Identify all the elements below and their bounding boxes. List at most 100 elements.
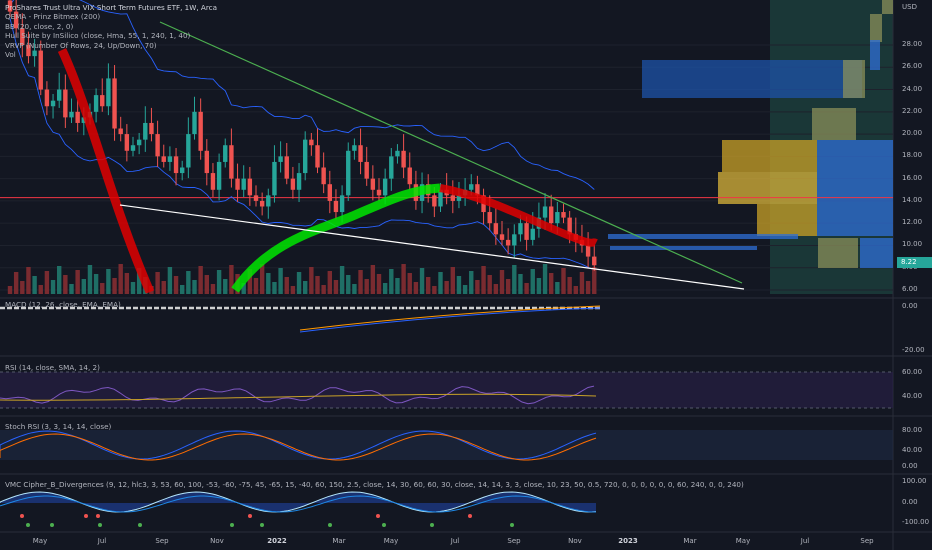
candle-body xyxy=(253,195,259,201)
volume-bar xyxy=(579,272,585,294)
indicator-qema[interactable]: QEMA - Prinz Bitmex (200) xyxy=(5,12,101,22)
candle-body xyxy=(112,78,117,129)
indicator-bb[interactable]: BB (20, close, 2, 0) xyxy=(5,21,74,31)
candle-body xyxy=(339,195,345,213)
candle-body xyxy=(272,161,277,196)
indicator-hull[interactable]: Hull Suite by InSilico (close, Hma, 55, … xyxy=(5,31,191,41)
candle-body xyxy=(321,167,326,185)
time-tick: Sep xyxy=(507,537,521,545)
time-tick: Mar xyxy=(683,537,697,545)
volume-bar xyxy=(438,272,443,294)
candle-body xyxy=(44,89,50,107)
volume-bar xyxy=(7,286,13,294)
volume-bar xyxy=(112,278,117,294)
volume-profile-bar xyxy=(817,172,893,204)
volume-bar xyxy=(253,278,259,294)
indicator-vrvp[interactable]: VRVP (Number Of Rows, 24, Up/Down, 70) xyxy=(5,40,157,50)
volume-bar xyxy=(38,285,43,294)
candle-body xyxy=(247,178,253,196)
candle-body xyxy=(358,145,363,162)
price-tick: 26.00 xyxy=(902,62,923,71)
price-tick: 24.00 xyxy=(902,84,923,93)
candle-body xyxy=(382,178,388,196)
stoch-d xyxy=(0,433,597,461)
candle-body xyxy=(567,217,572,235)
volume-profile-bar xyxy=(812,108,856,140)
candle-body xyxy=(309,139,314,146)
volume-profile-bar xyxy=(843,60,865,98)
volume-bar xyxy=(315,276,320,294)
chart-legend: ProShares Trust Ultra VIX Short Term Fut… xyxy=(5,3,217,59)
candle-body xyxy=(407,167,412,185)
volume-profile-bar xyxy=(860,238,893,268)
volume-bar xyxy=(358,270,363,294)
candle-body xyxy=(167,156,173,162)
candle-body xyxy=(69,111,74,118)
volume-bar xyxy=(573,286,578,294)
stoch-pane-label[interactable]: Stoch RSI (3, 3, 14, 14, close) xyxy=(5,422,112,431)
candle-body xyxy=(389,156,394,179)
time-tick: May xyxy=(383,537,399,545)
candle-body xyxy=(259,200,265,207)
volume-bar xyxy=(26,267,31,294)
volume-bar xyxy=(561,268,566,294)
volume-bar xyxy=(192,280,197,294)
candle-body xyxy=(487,212,492,224)
volume-profile-bar xyxy=(882,0,893,14)
vmc-wave-fill xyxy=(0,492,596,512)
vmc-buy-dot xyxy=(230,523,234,527)
candle-body xyxy=(296,173,302,190)
vmc-sell-dot xyxy=(376,514,380,518)
volume-bar xyxy=(432,286,437,294)
candle-body xyxy=(438,189,443,207)
price-tick: 28.00 xyxy=(902,40,923,48)
candle-body xyxy=(75,111,80,123)
candle-body xyxy=(266,195,271,207)
time-tick: 2022 xyxy=(267,537,287,545)
volume-bar xyxy=(75,270,80,294)
candle-body xyxy=(235,178,240,190)
rsi-pane-label[interactable]: RSI (14, close, SMA, 14, 2) xyxy=(5,363,100,372)
candle-body xyxy=(542,206,548,218)
vmc-sell-dot xyxy=(84,514,88,518)
volume-profile-bar xyxy=(718,172,817,204)
price-tick: 14.00 xyxy=(902,195,923,204)
volume-bar xyxy=(204,275,209,294)
indicator-vol[interactable]: Vol xyxy=(5,50,16,60)
volume-bar xyxy=(382,283,388,294)
time-tick: May xyxy=(735,537,751,545)
rsi-band xyxy=(0,372,893,408)
rsi-tick: 40.00 xyxy=(902,392,923,400)
candle-body xyxy=(303,139,308,174)
hull-down-segment xyxy=(57,48,155,294)
vmc-pane-label[interactable]: VMC Cipher_B_Divergences (9, 12, hlc3, 3… xyxy=(5,480,744,489)
volume-profile-bar xyxy=(817,204,893,236)
volume-bar xyxy=(333,280,339,294)
volume-bar xyxy=(401,264,406,294)
stoch-tick: 80.00 xyxy=(902,426,923,434)
candle-body xyxy=(530,228,535,240)
vmc-wave-2 xyxy=(0,495,597,513)
macd-line xyxy=(299,307,601,333)
candle-body xyxy=(7,0,13,12)
volume-bar xyxy=(444,281,449,294)
vmc-buy-dot xyxy=(382,523,386,527)
bb-lower-band xyxy=(9,18,595,271)
macd-pane-label[interactable]: MACD (12, 26, close, EMA, EMA) xyxy=(5,300,121,309)
vmc-tick: -100.00 xyxy=(902,518,930,526)
volume-bar xyxy=(592,267,597,294)
volume-bar xyxy=(419,268,425,294)
volume-bar xyxy=(413,282,419,294)
volume-bar xyxy=(567,277,572,294)
volume-bar xyxy=(173,276,179,294)
rsi-ma-line xyxy=(0,393,597,401)
volume-profile-bar xyxy=(610,246,757,250)
candle-body xyxy=(346,150,351,196)
candle-body xyxy=(278,156,283,162)
candle-body xyxy=(555,212,560,224)
volume-bar xyxy=(241,283,246,294)
candle-body xyxy=(499,234,505,240)
volume-bar xyxy=(124,273,130,294)
candle-body xyxy=(186,134,191,168)
